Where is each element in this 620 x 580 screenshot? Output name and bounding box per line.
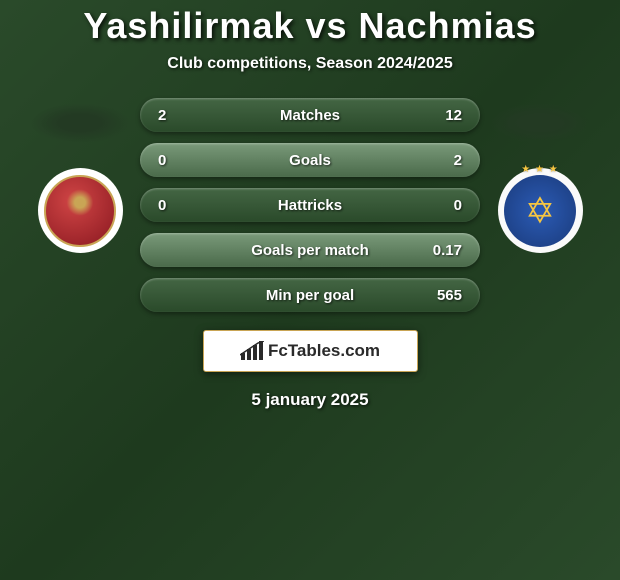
stat-row-min-per-goal: Min per goal 565 (140, 278, 480, 312)
fctables-watermark[interactable]: FcTables.com (203, 330, 418, 372)
bar-chart-icon (240, 341, 264, 361)
stat-label: Matches (280, 107, 340, 124)
stat-right-value: 0 (454, 197, 462, 214)
ashdod-badge-inner (44, 175, 116, 247)
maccabi-club-badge: ★ ★ ★ (498, 168, 583, 253)
stat-left-value: 2 (158, 107, 166, 124)
stat-right-value: 0.17 (433, 242, 462, 259)
stat-right-value: 12 (445, 107, 462, 124)
stat-row-matches: 2 Matches 12 (140, 98, 480, 132)
main-area: 2 Matches 12 0 Goals 2 0 Hattricks 0 (0, 98, 620, 312)
stat-left-value: 0 (158, 152, 166, 169)
ashdod-club-badge (38, 168, 123, 253)
stat-label: Goals (289, 152, 331, 169)
stat-row-goals-per-match: Goals per match 0.17 (140, 233, 480, 267)
stat-right-value: 2 (454, 152, 462, 169)
badge-stars-icon: ★ ★ ★ (521, 164, 558, 175)
page-title: Yashilirmak vs Nachmias (83, 5, 536, 47)
fctables-label: FcTables.com (268, 341, 380, 361)
stat-label: Hattricks (278, 197, 342, 214)
stat-right-value: 565 (437, 287, 462, 304)
stat-row-hattricks: 0 Hattricks 0 (140, 188, 480, 222)
right-column: ★ ★ ★ (490, 98, 590, 253)
stats-column: 2 Matches 12 0 Goals 2 0 Hattricks 0 (140, 98, 480, 312)
page-subtitle: Club competitions, Season 2024/2025 (167, 55, 452, 73)
left-column (30, 98, 130, 253)
player-silhouette-left (30, 103, 130, 143)
maccabi-badge-inner (504, 175, 576, 247)
stat-label: Goals per match (251, 242, 369, 259)
player-silhouette-right (490, 103, 590, 143)
date-label: 5 january 2025 (251, 390, 368, 410)
stat-row-goals: 0 Goals 2 (140, 143, 480, 177)
infographic-container: Yashilirmak vs Nachmias Club competition… (0, 0, 620, 580)
stat-label: Min per goal (266, 287, 354, 304)
stat-left-value: 0 (158, 197, 166, 214)
